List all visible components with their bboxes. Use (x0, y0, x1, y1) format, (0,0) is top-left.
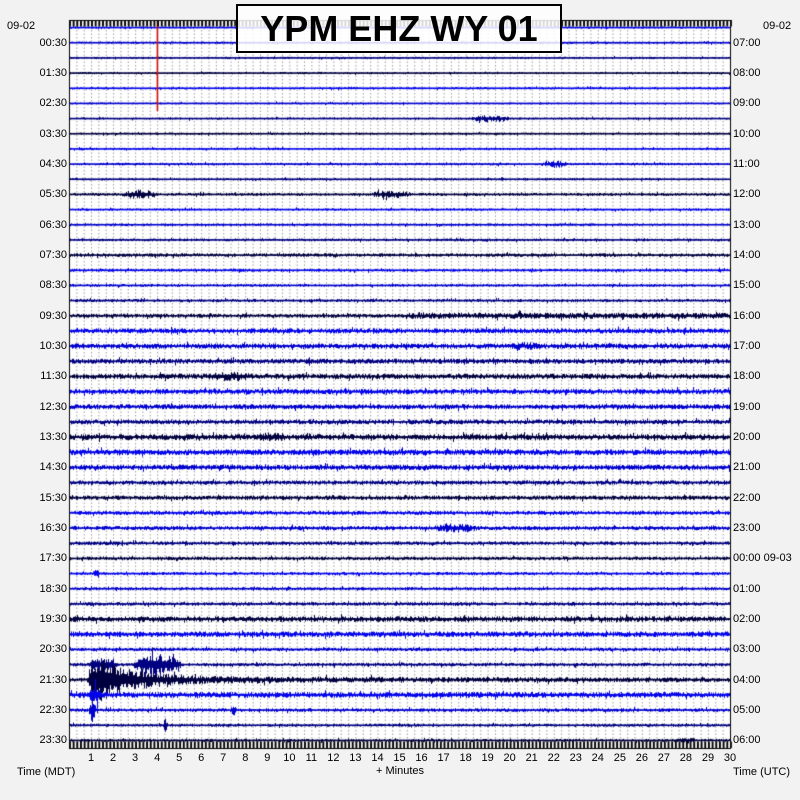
right-time-label: 22:00 (733, 491, 761, 504)
minute-label: 27 (657, 752, 671, 764)
minute-label: 2 (110, 752, 117, 764)
date-top-right: 09-02 (763, 20, 792, 32)
right-time-label: 07:00 (733, 36, 761, 49)
minute-label: 5 (176, 752, 183, 764)
left-time-label: 02:30 (39, 97, 67, 110)
left-time-label: 14:30 (39, 461, 67, 474)
left-time-label: 15:30 (39, 491, 67, 504)
minute-label: 20 (503, 752, 516, 764)
minute-label: 26 (635, 752, 648, 764)
right-time-label: 13:00 (733, 218, 761, 231)
minute-label: 23 (569, 752, 582, 764)
left-time-label: 20:30 (39, 643, 67, 656)
minute-label: 22 (547, 752, 560, 764)
right-time-label: 23:00 (733, 522, 761, 535)
minute-label: 19 (481, 752, 494, 764)
left-time-label: 01:30 (39, 67, 67, 80)
minute-label: 24 (591, 752, 604, 764)
minute-label: 6 (198, 752, 205, 764)
right-time-label: 09:00 (733, 97, 761, 110)
right-time-label: 21:00 (733, 461, 761, 474)
station-title-box: YPM EHZ WY 01 (236, 4, 562, 53)
minute-label: 15 (393, 752, 406, 764)
left-time-label: 09:30 (39, 309, 67, 322)
minute-label: 17 (437, 752, 450, 764)
minute-label: 4 (154, 752, 161, 764)
minute-label: 14 (371, 752, 384, 764)
minute-label: 25 (613, 752, 626, 764)
left-time-label: 07:30 (39, 249, 67, 262)
minute-label: 7 (220, 752, 227, 764)
minute-label: 8 (242, 752, 249, 764)
right-time-label: 05:00 (733, 704, 761, 717)
right-time-label: 20:00 (733, 431, 761, 444)
left-axis-caption: Time (MDT) (17, 766, 76, 778)
left-time-label: 03:30 (39, 127, 67, 140)
right-axis-caption: Time (UTC) (733, 766, 791, 778)
left-time-label: 13:30 (39, 431, 67, 444)
left-time-label: 04:30 (39, 158, 67, 171)
minute-label: 16 (415, 752, 428, 764)
left-time-label: 18:30 (39, 582, 67, 595)
left-time-label: 08:30 (39, 279, 67, 292)
left-time-label: 22:30 (39, 704, 67, 717)
left-time-label: 05:30 (39, 188, 67, 201)
left-time-label: 19:30 (39, 613, 67, 626)
bottom-axis-caption: + Minutes (376, 765, 424, 777)
minute-label: 3 (132, 752, 139, 764)
right-time-label: 08:00 (733, 67, 761, 80)
right-time-label: 00:00 09-03 (733, 552, 792, 565)
left-time-label: 06:30 (39, 218, 67, 231)
minute-label: 9 (264, 752, 271, 764)
right-time-label: 15:00 (733, 279, 761, 292)
minute-label: 12 (327, 752, 340, 764)
right-time-label: 17:00 (733, 340, 761, 353)
right-time-label: 16:00 (733, 309, 761, 322)
right-time-label: 12:00 (733, 188, 761, 201)
right-time-label: 06:00 (733, 734, 761, 747)
left-time-label: 12:30 (39, 400, 67, 413)
minute-label: 29 (701, 752, 715, 764)
minute-label: 30 (723, 752, 737, 764)
left-time-label: 11:30 (40, 370, 67, 383)
station-title: YPM EHZ WY 01 (260, 7, 538, 49)
minute-label: 21 (525, 752, 538, 764)
right-time-label: 01:00 (733, 582, 761, 595)
right-time-label: 03:00 (733, 643, 761, 656)
date-top-left: 09-02 (7, 20, 36, 32)
left-time-label: 16:30 (39, 522, 67, 535)
right-time-label: 14:00 (733, 249, 761, 262)
left-time-label: 17:30 (39, 552, 67, 565)
left-time-label: 10:30 (39, 340, 67, 353)
minute-label: 18 (459, 752, 472, 764)
right-time-label: 04:00 (733, 673, 761, 686)
right-time-label: 18:00 (733, 370, 761, 383)
minute-label: 13 (349, 752, 362, 764)
minute-label: 10 (283, 752, 296, 764)
right-time-label: 02:00 (733, 613, 761, 626)
right-time-label: 19:00 (733, 400, 761, 413)
right-time-label: 10:00 (733, 127, 761, 140)
minute-label: 28 (679, 752, 693, 764)
minute-label: 1 (87, 752, 95, 764)
left-time-label: 21:30 (39, 673, 67, 686)
left-time-label: 00:30 (39, 36, 67, 49)
minute-label: 11 (305, 752, 318, 764)
left-time-label: 23:30 (39, 734, 67, 747)
right-time-label: 11:00 (733, 158, 760, 171)
